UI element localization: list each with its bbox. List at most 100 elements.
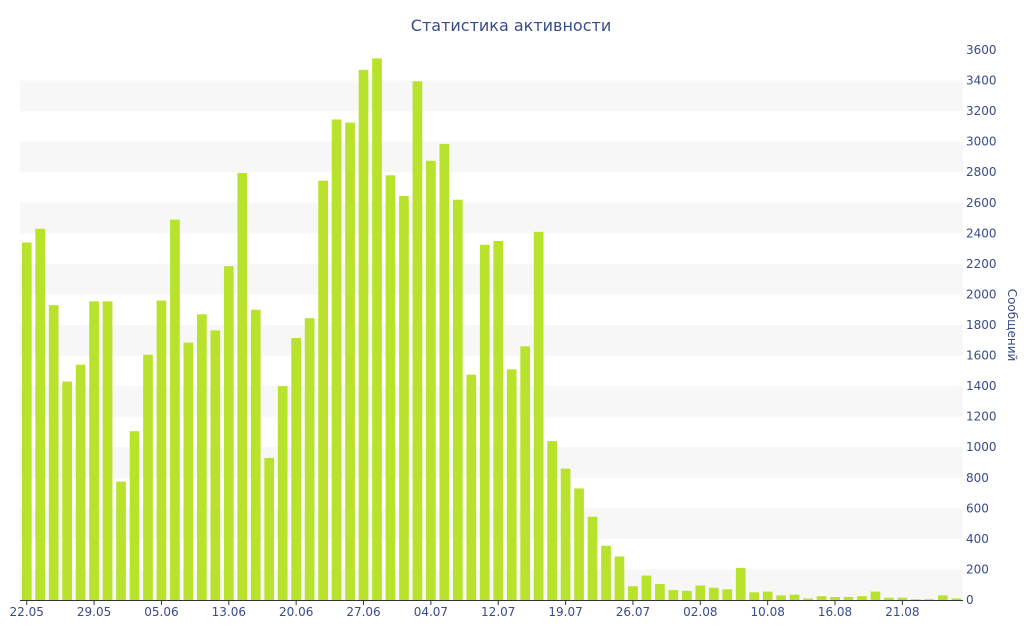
y-tick-label: 1200 bbox=[966, 410, 997, 424]
bar bbox=[250, 309, 261, 600]
bar bbox=[277, 386, 288, 600]
bar bbox=[547, 441, 557, 600]
bar bbox=[75, 364, 86, 600]
y-axis-label: Сообщений bbox=[1005, 289, 1019, 362]
bar bbox=[358, 69, 369, 601]
bar bbox=[291, 337, 302, 600]
x-tick-label: 20.06 bbox=[279, 605, 313, 619]
bar bbox=[452, 199, 463, 600]
x-tick-label: 05.06 bbox=[144, 605, 178, 619]
bar bbox=[628, 586, 638, 600]
bar bbox=[708, 587, 719, 600]
bar bbox=[614, 556, 625, 600]
bars-group bbox=[21, 58, 962, 601]
bar bbox=[951, 598, 962, 600]
bar bbox=[830, 596, 840, 600]
bar bbox=[601, 545, 611, 600]
y-tick-labels: 0 200 400 600 800 1000 1200 1400 1600 1800 2000 220… bbox=[966, 43, 997, 607]
bar bbox=[695, 585, 706, 600]
bar bbox=[62, 381, 72, 600]
x-tick-label: 22.05 bbox=[10, 605, 44, 619]
y-tick-label: 600 bbox=[966, 501, 989, 515]
y-tick-label: 400 bbox=[966, 532, 989, 546]
bar bbox=[183, 342, 194, 600]
bar bbox=[533, 231, 544, 600]
bar bbox=[560, 468, 571, 600]
grid-band bbox=[20, 263, 963, 295]
bar bbox=[897, 597, 908, 600]
bar bbox=[668, 590, 679, 600]
bar bbox=[574, 488, 584, 600]
x-tick-label: 13.06 bbox=[212, 605, 246, 619]
y-tick-label: 1000 bbox=[966, 440, 997, 454]
bar bbox=[35, 228, 46, 600]
x-tick-label: 26.07 bbox=[616, 605, 650, 619]
bar bbox=[884, 597, 894, 600]
x-tick-label: 19.07 bbox=[548, 605, 582, 619]
bar bbox=[843, 596, 854, 600]
bar bbox=[412, 81, 423, 600]
bar bbox=[156, 300, 167, 600]
bar bbox=[304, 318, 315, 601]
bar bbox=[170, 219, 180, 600]
bar bbox=[870, 591, 881, 600]
y-tick-label: 3600 bbox=[966, 43, 997, 57]
bar bbox=[439, 143, 450, 600]
y-tick-label: 1800 bbox=[966, 318, 997, 332]
y-tick-label: 2600 bbox=[966, 196, 997, 210]
x-tick-label: 10.08 bbox=[750, 605, 784, 619]
y-tick-label: 200 bbox=[966, 562, 989, 576]
bar bbox=[520, 346, 531, 600]
bar bbox=[89, 301, 99, 600]
bar bbox=[102, 301, 113, 600]
bar bbox=[506, 369, 517, 600]
bar bbox=[803, 598, 813, 600]
x-tick-label: 29.05 bbox=[77, 605, 111, 619]
grid-band bbox=[20, 202, 963, 234]
bar bbox=[466, 374, 477, 600]
bar bbox=[735, 567, 746, 600]
bar bbox=[345, 122, 355, 600]
bar bbox=[493, 240, 504, 600]
y-tick-label: 0 bbox=[966, 593, 974, 607]
bar bbox=[587, 516, 598, 600]
bar bbox=[857, 596, 867, 600]
bar bbox=[789, 594, 800, 600]
bar bbox=[237, 172, 248, 601]
bar bbox=[762, 591, 773, 600]
y-tick-label: 1600 bbox=[966, 349, 997, 363]
x-tick-label: 12.07 bbox=[481, 605, 515, 619]
bar bbox=[722, 589, 733, 600]
bar bbox=[749, 592, 760, 600]
bar bbox=[641, 575, 652, 600]
bar bbox=[331, 119, 342, 600]
bar bbox=[116, 481, 126, 600]
y-tick-label: 800 bbox=[966, 471, 989, 485]
bar bbox=[681, 590, 692, 600]
bar bbox=[210, 330, 221, 600]
y-tick-label: 1400 bbox=[966, 379, 997, 393]
bar bbox=[143, 354, 153, 600]
bar bbox=[655, 583, 665, 600]
bar bbox=[937, 595, 948, 600]
y-tick-label: 2200 bbox=[966, 257, 997, 271]
bar bbox=[911, 599, 921, 600]
y-tick-label: 2000 bbox=[966, 287, 997, 301]
x-tick-label: 16.08 bbox=[818, 605, 852, 619]
y-tick-label: 3000 bbox=[966, 135, 997, 149]
bar bbox=[223, 266, 234, 600]
bar bbox=[318, 180, 328, 601]
y-tick-label: 3200 bbox=[966, 104, 997, 118]
x-tick-label: 21.08 bbox=[885, 605, 919, 619]
y-tick-label: 2800 bbox=[966, 165, 997, 179]
bar bbox=[21, 242, 32, 600]
x-tick-labels: 22.05 29.05 05.06 13.06 20.06 27.06 04.07 12.07… bbox=[10, 600, 920, 619]
bar bbox=[264, 457, 275, 600]
bar bbox=[426, 160, 436, 600]
bar bbox=[197, 314, 207, 600]
bar bbox=[924, 599, 935, 600]
y-tick-label: 2400 bbox=[966, 226, 997, 240]
bar bbox=[385, 175, 396, 600]
bar bbox=[479, 244, 490, 601]
